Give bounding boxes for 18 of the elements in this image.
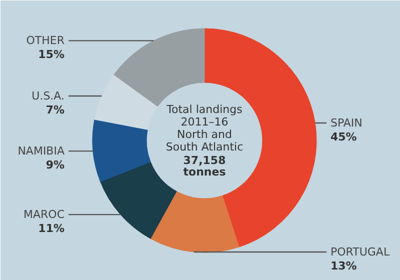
data-label: 45% (330, 130, 357, 144)
slice-label: SPAIN (330, 116, 362, 130)
slice-label: PORTUGAL (330, 246, 390, 259)
slice-label: OTHER (26, 34, 65, 48)
data-label: 9% (46, 158, 65, 172)
text: South Atlantic (166, 140, 244, 154)
data-label: 13% (330, 260, 357, 273)
slice-label: MAROC (24, 208, 65, 222)
data-label: 7% (46, 104, 65, 117)
text: tonnes (183, 165, 226, 178)
text: North and (177, 128, 232, 141)
text: 37,158 (183, 154, 226, 167)
data-label: 11% (38, 222, 65, 236)
slice-label: NAMIBIA (18, 144, 65, 158)
text: 2011–16 (180, 115, 228, 128)
slice-label: U.S.A. (32, 90, 65, 103)
data-label: 15% (38, 48, 65, 62)
text: Total landings (166, 102, 243, 116)
